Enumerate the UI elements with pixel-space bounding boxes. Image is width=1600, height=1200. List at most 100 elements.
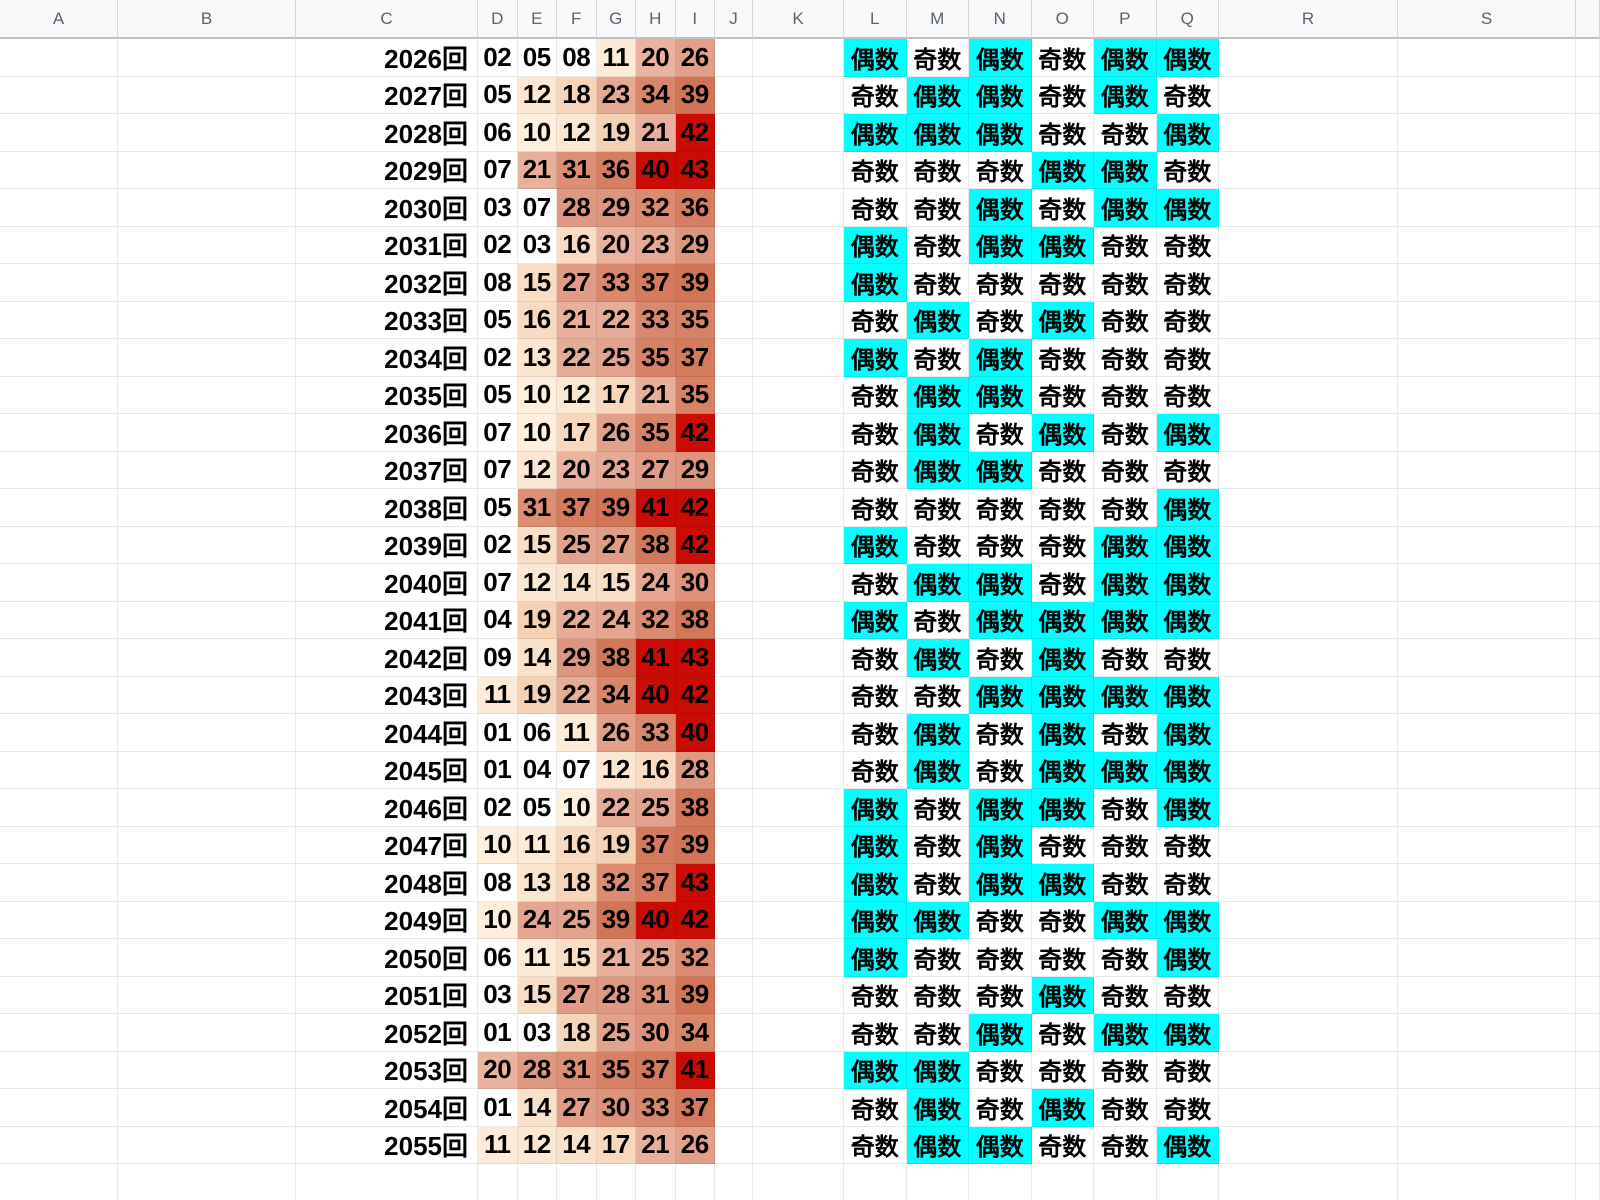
empty-cell[interactable]	[1219, 864, 1398, 902]
parity-cell[interactable]: 偶数	[1031, 601, 1094, 639]
parity-cell[interactable]: 偶数	[1031, 789, 1094, 827]
empty-cell[interactable]	[118, 789, 296, 827]
number-cell[interactable]: 01	[478, 751, 518, 789]
empty-cell[interactable]	[715, 264, 753, 302]
empty-cell[interactable]	[1219, 1089, 1398, 1127]
empty-cell[interactable]	[715, 601, 753, 639]
number-cell[interactable]: 06	[517, 714, 557, 752]
number-cell[interactable]: 29	[675, 451, 715, 489]
parity-cell[interactable]: 奇数	[1031, 114, 1094, 152]
round-cell[interactable]: 2030回	[296, 189, 478, 227]
parity-cell[interactable]: 奇数	[844, 151, 907, 189]
number-cell[interactable]: 40	[636, 901, 676, 939]
round-cell[interactable]: 2040回	[296, 564, 478, 602]
parity-cell[interactable]: 偶数	[1094, 676, 1157, 714]
empty-cell[interactable]	[0, 1051, 118, 1089]
number-cell[interactable]: 27	[596, 526, 636, 564]
empty-cell[interactable]	[0, 1164, 118, 1200]
empty-cell[interactable]	[0, 826, 118, 864]
empty-cell[interactable]	[1398, 451, 1576, 489]
number-cell[interactable]: 41	[675, 1051, 715, 1089]
number-cell[interactable]: 35	[675, 376, 715, 414]
number-cell[interactable]: 35	[636, 414, 676, 452]
number-cell[interactable]: 34	[636, 76, 676, 114]
parity-cell[interactable]: 偶数	[969, 676, 1032, 714]
empty-cell[interactable]	[1398, 114, 1576, 152]
number-cell[interactable]: 32	[636, 601, 676, 639]
empty-cell[interactable]	[715, 226, 753, 264]
parity-cell[interactable]: 偶数	[844, 601, 907, 639]
empty-cell[interactable]	[1576, 901, 1600, 939]
parity-cell[interactable]: 偶数	[1156, 564, 1219, 602]
parity-cell[interactable]: 奇数	[1156, 451, 1219, 489]
number-cell[interactable]: 31	[517, 489, 557, 527]
parity-cell[interactable]: 偶数	[1031, 676, 1094, 714]
parity-cell[interactable]: 偶数	[844, 901, 907, 939]
number-cell[interactable]: 02	[478, 339, 518, 377]
empty-cell[interactable]	[118, 1164, 296, 1200]
empty-cell[interactable]	[1576, 1164, 1600, 1200]
number-cell[interactable]: 03	[517, 226, 557, 264]
empty-cell[interactable]	[1219, 751, 1398, 789]
empty-cell[interactable]	[1219, 226, 1398, 264]
number-cell[interactable]: 37	[636, 864, 676, 902]
empty-cell[interactable]	[1094, 1164, 1157, 1200]
number-cell[interactable]: 37	[675, 1089, 715, 1127]
empty-cell[interactable]	[1576, 301, 1600, 339]
parity-cell[interactable]: 奇数	[1031, 1126, 1094, 1164]
parity-cell[interactable]: 奇数	[1031, 264, 1094, 302]
empty-cell[interactable]	[118, 226, 296, 264]
empty-cell[interactable]	[753, 339, 844, 377]
empty-cell[interactable]	[753, 639, 844, 677]
empty-cell[interactable]	[1398, 489, 1576, 527]
empty-cell[interactable]	[1398, 1126, 1576, 1164]
round-cell[interactable]: 2027回	[296, 76, 478, 114]
empty-cell[interactable]	[0, 114, 118, 152]
empty-cell[interactable]	[906, 1164, 969, 1200]
empty-cell[interactable]	[0, 451, 118, 489]
empty-cell[interactable]	[753, 901, 844, 939]
number-cell[interactable]: 18	[557, 864, 597, 902]
number-cell[interactable]: 21	[636, 114, 676, 152]
round-cell[interactable]: 2028回	[296, 114, 478, 152]
round-cell[interactable]: 2037回	[296, 451, 478, 489]
round-cell[interactable]: 2026回	[296, 39, 478, 77]
empty-cell[interactable]	[1398, 39, 1576, 77]
number-cell[interactable]: 38	[636, 526, 676, 564]
empty-cell[interactable]	[1398, 939, 1576, 977]
parity-cell[interactable]: 偶数	[844, 114, 907, 152]
parity-cell[interactable]: 偶数	[906, 301, 969, 339]
parity-cell[interactable]: 偶数	[906, 114, 969, 152]
parity-cell[interactable]: 偶数	[969, 76, 1032, 114]
empty-cell[interactable]	[1576, 376, 1600, 414]
number-cell[interactable]: 11	[557, 714, 597, 752]
number-cell[interactable]: 12	[517, 1126, 557, 1164]
empty-cell[interactable]	[118, 376, 296, 414]
empty-cell[interactable]	[753, 189, 844, 227]
parity-cell[interactable]: 偶数	[844, 264, 907, 302]
empty-cell[interactable]	[715, 1051, 753, 1089]
empty-cell[interactable]	[753, 76, 844, 114]
empty-cell[interactable]	[0, 39, 118, 77]
parity-cell[interactable]: 偶数	[906, 751, 969, 789]
empty-cell[interactable]	[1576, 1089, 1600, 1127]
number-cell[interactable]: 05	[478, 489, 518, 527]
parity-cell[interactable]: 偶数	[1031, 1089, 1094, 1127]
number-cell[interactable]: 37	[557, 489, 597, 527]
number-cell[interactable]: 24	[517, 901, 557, 939]
number-cell[interactable]: 22	[557, 601, 597, 639]
parity-cell[interactable]: 奇数	[1156, 639, 1219, 677]
parity-cell[interactable]: 奇数	[844, 489, 907, 527]
parity-cell[interactable]: 奇数	[906, 39, 969, 77]
empty-cell[interactable]	[1398, 639, 1576, 677]
empty-cell[interactable]	[1398, 226, 1576, 264]
parity-cell[interactable]: 奇数	[906, 189, 969, 227]
empty-cell[interactable]	[1398, 264, 1576, 302]
parity-cell[interactable]: 奇数	[969, 639, 1032, 677]
number-cell[interactable]: 20	[596, 226, 636, 264]
number-cell[interactable]: 11	[596, 39, 636, 77]
number-cell[interactable]: 07	[478, 451, 518, 489]
number-cell[interactable]: 25	[596, 1014, 636, 1052]
empty-cell[interactable]	[715, 76, 753, 114]
parity-cell[interactable]: 奇数	[969, 939, 1032, 977]
